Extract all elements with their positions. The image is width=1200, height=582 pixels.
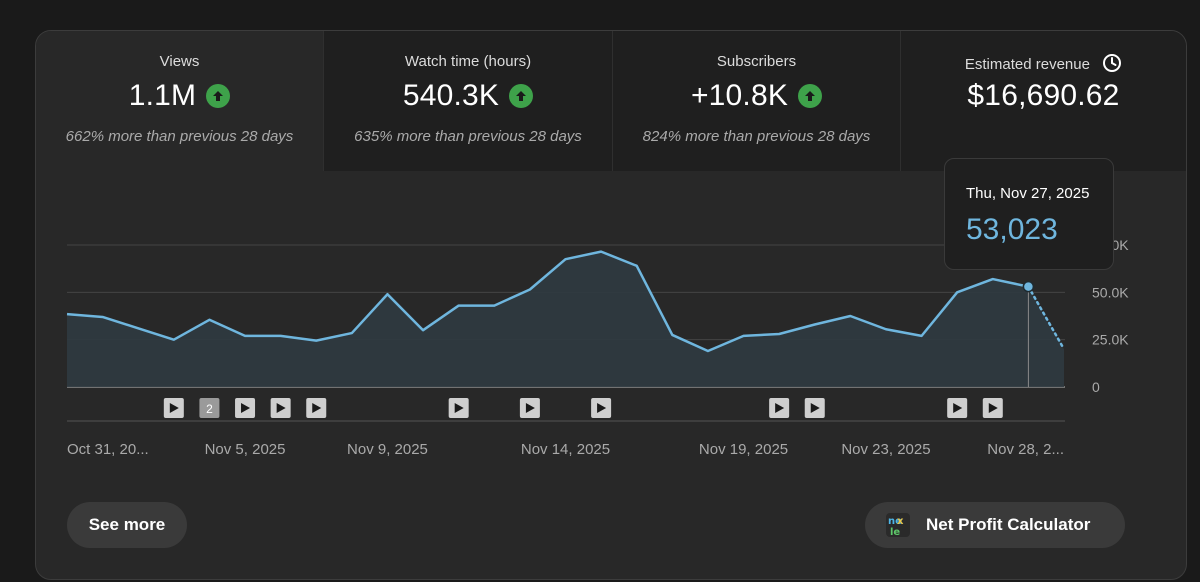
clock-icon[interactable]	[1102, 53, 1122, 77]
svg-text:2: 2	[206, 402, 213, 416]
arrow-up-icon	[798, 84, 823, 108]
tab-comparison: 824% more than previous 28 days	[642, 128, 871, 145]
tab-label-text: Estimated revenue	[964, 55, 1090, 73]
tab-value: 1.1M	[128, 79, 197, 112]
net-profit-calculator-label: Net Profit Calculator	[926, 515, 1091, 534]
analytics-card: Views 1.1M 662% more than previous 28 da…	[35, 30, 1187, 580]
x-tick-label: Nov 23, 2025	[841, 441, 930, 458]
tab-label: Estimated revenue	[901, 53, 1186, 77]
video-marker-play-icon[interactable]	[270, 398, 291, 418]
svg-text:le: le	[890, 527, 900, 538]
video-marker-count[interactable]: 2	[199, 398, 220, 418]
video-marker-play-icon[interactable]	[769, 398, 790, 418]
tab-comparison: 635% more than previous 28 days	[354, 128, 582, 145]
tab-value: 540.3K	[402, 79, 500, 112]
x-tick-label: Nov 9, 2025	[347, 441, 428, 458]
y-tick-label: 25.0K	[1092, 332, 1129, 348]
video-marker-play-icon[interactable]	[306, 398, 327, 418]
chart-tooltip: Thu, Nov 27, 2025 53,023	[944, 158, 1114, 270]
tab-watch-time[interactable]: Watch time (hours) 540.3K 635% more than…	[324, 31, 612, 171]
series-line	[66, 250, 1029, 353]
svg-text:x: x	[897, 516, 904, 527]
x-tick-label: Oct 31, 20...	[67, 441, 149, 458]
see-more-button[interactable]: See more	[67, 502, 187, 548]
net-profit-calculator-button[interactable]: ne x le Net Profit Calculator	[865, 502, 1125, 548]
y-tick-label: 0	[1092, 379, 1100, 395]
x-tick-label: Nov 5, 2025	[205, 441, 286, 458]
x-tick-label: Nov 14, 2025	[521, 441, 610, 458]
tab-subscribers[interactable]: Subscribers +10.8K 824% more than previo…	[613, 31, 900, 171]
tab-estimated-revenue[interactable]: Estimated revenue $16,690.62	[901, 31, 1186, 171]
net-profit-calculator-logo-icon: ne x le	[885, 512, 911, 538]
svg-text:ne: ne	[888, 516, 902, 527]
y-tick-label: 50.0K	[1092, 284, 1129, 300]
video-marker-play-icon[interactable]	[804, 398, 825, 418]
metric-tabs: Views 1.1M 662% more than previous 28 da…	[36, 31, 1186, 171]
video-marker-play-icon[interactable]	[163, 398, 184, 418]
arrow-up-icon	[206, 84, 231, 108]
arrow-up-icon	[509, 84, 534, 108]
tooltip-value: 53,023	[966, 213, 1058, 246]
video-marker-play-icon[interactable]	[591, 398, 612, 418]
tab-comparison: 662% more than previous 28 days	[65, 128, 294, 145]
video-marker-play-icon[interactable]	[947, 398, 968, 418]
series-area	[67, 251, 1064, 387]
series-line-provisional	[1027, 285, 1066, 351]
tab-value: $16,690.62	[967, 79, 1120, 112]
tab-label: Watch time (hours)	[404, 53, 532, 70]
video-marker-play-icon[interactable]	[448, 398, 469, 418]
tab-label: Subscribers	[716, 53, 797, 70]
x-tick-label: Nov 19, 2025	[699, 441, 788, 458]
video-marker-play-icon[interactable]	[982, 398, 1003, 418]
tooltip-date: Thu, Nov 27, 2025	[966, 185, 1090, 202]
tab-value: +10.8K	[690, 79, 789, 112]
tab-views[interactable]: Views 1.1M 662% more than previous 28 da…	[36, 31, 323, 171]
highlight-point[interactable]	[1022, 280, 1035, 293]
tab-label: Views	[159, 53, 200, 70]
video-marker-play-icon[interactable]	[235, 398, 256, 418]
x-tick-label: Nov 28, 2...	[987, 441, 1064, 458]
video-marker-play-icon[interactable]	[519, 398, 540, 418]
